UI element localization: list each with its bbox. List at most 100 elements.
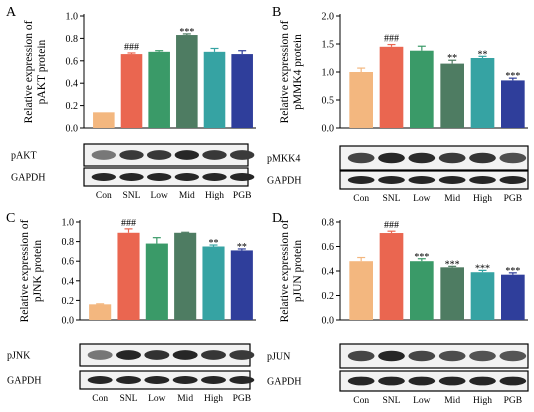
y-axis-label: pJNK protein <box>32 240 44 303</box>
blot-band <box>499 376 527 386</box>
bar-snl <box>117 232 140 320</box>
panel-letter: D <box>272 211 282 226</box>
blot-band <box>499 176 527 184</box>
blot-band <box>146 150 172 160</box>
blot-band <box>229 150 255 160</box>
blot-gapdh: GAPDH <box>267 370 529 392</box>
blot-target: pJNK <box>7 343 255 367</box>
y-tick-label: 0.4 <box>322 267 335 278</box>
significance-mark: *** <box>414 252 429 263</box>
blot-label: pJUN <box>267 352 290 363</box>
blot-label: GAPDH <box>267 377 301 388</box>
blot-band <box>174 173 200 181</box>
x-tick-label: PGB <box>504 194 522 204</box>
blot-band <box>378 350 405 362</box>
blot-label: pMKK4 <box>267 154 300 165</box>
y-tick-label: 0.5 <box>322 96 335 107</box>
blot-target: pJUN <box>267 343 529 369</box>
y-axis-label: pJUN protein <box>292 240 304 303</box>
bar-pgb <box>231 54 253 128</box>
blot-band <box>499 152 527 164</box>
blot-band <box>202 173 227 181</box>
x-tick-label: Mid <box>179 191 195 201</box>
blot-band <box>87 376 113 384</box>
bar-con <box>349 72 373 128</box>
y-tick-label: 0.2 <box>66 101 79 112</box>
x-tick-label: PGB <box>504 396 522 406</box>
blot-band <box>229 376 255 384</box>
x-tick-label: Low <box>148 394 166 404</box>
panel-a: A Relative expression of pAKT protein 0.0 0.… <box>6 5 256 201</box>
blot-band <box>144 350 170 360</box>
blot-band <box>201 350 226 360</box>
blot-band <box>408 152 436 164</box>
bar-pgb <box>501 274 525 320</box>
y-tick-label: 1.5 <box>322 40 335 51</box>
blot-label: GAPDH <box>7 376 41 387</box>
significance-mark: ### <box>121 218 136 229</box>
bar-pgb <box>501 80 525 128</box>
blot-band <box>469 350 496 362</box>
blot-band <box>172 376 198 384</box>
y-tick-label: 0.0 <box>322 124 335 135</box>
y-tick-label: 0.0 <box>62 316 75 327</box>
panel-letter: B <box>272 5 281 20</box>
blot-gapdh: GAPDH <box>11 167 255 187</box>
significance-mark: ** <box>478 49 488 60</box>
bar-high <box>470 272 495 320</box>
significance-mark: *** <box>445 259 460 270</box>
significance-mark: *** <box>505 71 520 82</box>
x-tick-label: Con <box>96 191 112 201</box>
blot-band <box>408 176 436 184</box>
bar-low <box>410 50 434 128</box>
panel-c: C Relative expression of pJNK protein 0.0 0.… <box>6 211 256 404</box>
y-tick-label: 0.0 <box>322 316 335 327</box>
x-tick-label: Con <box>353 194 369 204</box>
blot-band <box>378 376 405 386</box>
x-tick-label: Con <box>353 396 369 406</box>
blot-band <box>469 376 496 386</box>
y-tick-label: 0.0 <box>66 124 79 135</box>
blot-band <box>378 176 405 184</box>
x-tick-label: PGB <box>233 191 251 201</box>
panel-letter: C <box>6 211 15 226</box>
blot-band <box>469 176 496 184</box>
y-tick-label: 0.4 <box>66 79 79 90</box>
blot-band <box>347 152 375 164</box>
blot-band <box>202 150 227 160</box>
blot-band <box>347 350 375 362</box>
y-tick-label: 0.6 <box>62 257 75 268</box>
y-tick-label: 0.2 <box>322 291 335 302</box>
blot-band <box>91 173 117 181</box>
significance-mark: ** <box>209 238 219 249</box>
y-tick-label: 0.2 <box>62 296 75 307</box>
x-tick-label: SNL <box>383 396 401 406</box>
blot-label: GAPDH <box>267 176 301 187</box>
x-tick-label: Low <box>413 396 431 406</box>
x-tick-label: PGB <box>233 394 251 404</box>
significance-mark: *** <box>179 27 194 38</box>
y-tick-label: 1.0 <box>62 218 75 229</box>
significance-mark: ** <box>237 242 247 253</box>
bar-low <box>148 51 170 129</box>
y-axis-label: pAKT protein <box>36 39 48 104</box>
blot-band <box>146 173 172 181</box>
bar-mid <box>440 267 464 320</box>
blot-label: pJNK <box>7 351 31 362</box>
x-tick-label: Mid <box>177 394 193 404</box>
blot-gapdh: GAPDH <box>7 370 255 390</box>
blot-band <box>438 152 466 164</box>
bar-snl <box>120 54 143 128</box>
blot-target: pAKT <box>11 143 255 167</box>
blot-band <box>116 376 141 384</box>
y-tick-label: 0.4 <box>62 276 75 287</box>
bar-low <box>145 243 168 320</box>
blot-band <box>229 350 255 360</box>
bar-snl <box>379 233 404 320</box>
bar-snl <box>379 46 404 128</box>
blot-band <box>499 350 527 362</box>
blot-band <box>119 173 144 181</box>
bar-mid <box>174 232 197 320</box>
